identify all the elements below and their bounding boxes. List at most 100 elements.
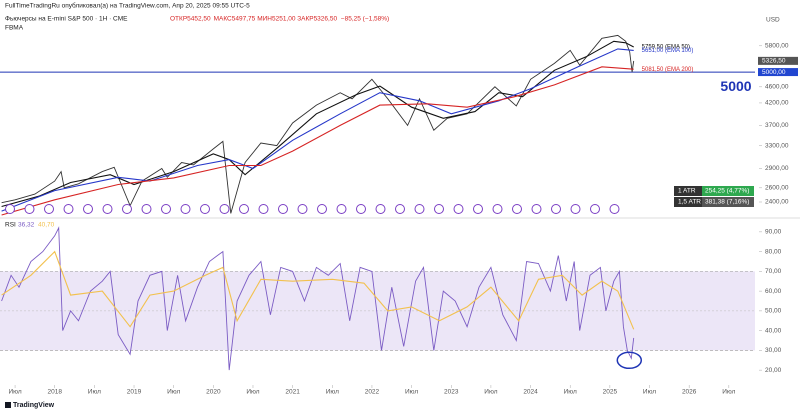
- event-icon: [473, 204, 483, 214]
- x-tick-label: 2022: [365, 389, 380, 396]
- atr-label: 1,5 ATR: [678, 199, 701, 206]
- ohlc-value: ОТКР5452,50: [170, 16, 211, 23]
- x-tick-label: 2024: [523, 389, 538, 396]
- symbol-title: Фьючерсы на E-mini S&P 500 · 1Н · CME: [5, 16, 128, 23]
- event-icon: [219, 204, 230, 214]
- x-tick-label: Июл: [88, 389, 101, 396]
- atr-value: 254,25 (4,77%): [705, 188, 749, 195]
- x-tick-label: Июл: [167, 389, 180, 396]
- event-icon: [24, 204, 35, 214]
- y-tick-label: 3700,00: [765, 122, 789, 129]
- y-tick-label: 4200,00: [765, 100, 789, 107]
- y-tick-label: 4600,00: [765, 84, 789, 91]
- y-tick-label: 40,00: [765, 327, 782, 334]
- x-tick-label: Июл: [484, 389, 497, 396]
- event-icon: [590, 204, 600, 214]
- y-tick-label: 5800,00: [765, 43, 789, 50]
- event-icon: [239, 204, 249, 214]
- logo-mark: [5, 402, 11, 408]
- x-tick-label: Июл: [246, 389, 259, 396]
- event-icon: [336, 204, 347, 214]
- event-icon: [278, 204, 288, 214]
- rsi-reading: 40,70: [38, 222, 55, 229]
- footer: TradingView: [13, 402, 55, 409]
- atr-value-box: [702, 186, 754, 196]
- x-tick-label: 2021: [285, 389, 300, 396]
- ohlc-value: МИН5251,00: [257, 16, 296, 23]
- level-label: 5000: [720, 78, 751, 94]
- event-icon: [44, 204, 54, 214]
- x-tick-label: Июл: [722, 389, 735, 396]
- event-icon: [258, 204, 269, 214]
- event-icon: [122, 204, 132, 214]
- atr-box: [674, 186, 702, 196]
- publisher: FullTimeTradingRu опубликовал(а) на Trad…: [5, 2, 250, 10]
- series-line: [1, 34, 635, 214]
- x-tick-label: Июл: [405, 389, 418, 396]
- event-icon: [63, 204, 74, 214]
- event-icon: [395, 204, 405, 214]
- atr-value: 381,38 (7,16%): [705, 199, 749, 206]
- x-tick-label: 2020: [206, 389, 221, 396]
- price-tag-label: 5000,00: [762, 69, 786, 76]
- y-tick-label: 20,00: [765, 367, 782, 374]
- ema-label: 5081,50 (EMA 200): [642, 67, 694, 73]
- event-icon: [83, 204, 93, 214]
- price-tag: [758, 56, 798, 65]
- event-icon: [453, 204, 464, 214]
- event-icon: [141, 204, 152, 214]
- event-icon: [434, 204, 444, 214]
- series-line: [1, 40, 634, 208]
- series-line: [1, 226, 635, 371]
- event-icon: [317, 204, 327, 214]
- series-line: [1, 250, 635, 330]
- atr-box: [674, 197, 702, 207]
- y-tick-label: 70,00: [765, 268, 782, 275]
- series-line: [1, 48, 634, 212]
- price-tag: [758, 68, 798, 77]
- x-tick-label: 2019: [127, 389, 142, 396]
- event-icon: [512, 204, 522, 214]
- x-tick-label: 2023: [444, 389, 459, 396]
- y-tick-label: 3300,00: [765, 142, 789, 149]
- atr-value-box: [702, 197, 754, 207]
- event-icon: [609, 204, 620, 214]
- event-icon: [375, 204, 386, 214]
- series-line: [1, 66, 634, 216]
- event-icon: [492, 204, 503, 214]
- price-tag-label: 5326,50: [762, 58, 786, 65]
- event-icon: [531, 204, 542, 214]
- event-icon: [297, 204, 308, 214]
- y-tick-label: 2900,00: [765, 165, 789, 172]
- y-tick-label: 50,00: [765, 308, 782, 315]
- event-icon: [200, 204, 210, 214]
- x-tick-label: Июл: [564, 389, 577, 396]
- event-icon: [570, 204, 581, 214]
- y-tick-label: 2600,00: [765, 185, 789, 192]
- x-tick-label: 2025: [603, 389, 618, 396]
- event-icon: [551, 204, 561, 214]
- event-icon: [356, 204, 366, 214]
- ohlc-value: МАКС5497,75: [214, 16, 256, 23]
- indicator: FBMA: [5, 25, 24, 32]
- y-tick-label: 60,00: [765, 288, 782, 295]
- event-icon: [180, 204, 191, 214]
- y-tick-label: 80,00: [765, 248, 782, 255]
- y-tick-label: 90,00: [765, 229, 782, 236]
- event-icon: [414, 204, 425, 214]
- highlight-circle: [616, 351, 643, 370]
- x-tick-label: Июл: [643, 389, 656, 396]
- tv-logo: TradingView: [5, 402, 55, 409]
- ohlc-value: −85,25 (−1,58%): [341, 16, 389, 23]
- y-tick-label: 30,00: [765, 347, 782, 354]
- x-tick-label: 2018: [47, 389, 62, 396]
- atr-label: 1 ATR: [678, 188, 696, 195]
- ema-label: 5759,50 (EMA 50): [642, 45, 690, 51]
- rsi-title: RSI: [5, 222, 16, 229]
- x-tick-label: 2026: [682, 389, 697, 396]
- rsi-reading: 36,32: [18, 222, 35, 229]
- event-icon: [161, 204, 171, 214]
- ema-label: 5651,00 (EMA 100): [642, 48, 694, 54]
- event-icon: [102, 204, 113, 214]
